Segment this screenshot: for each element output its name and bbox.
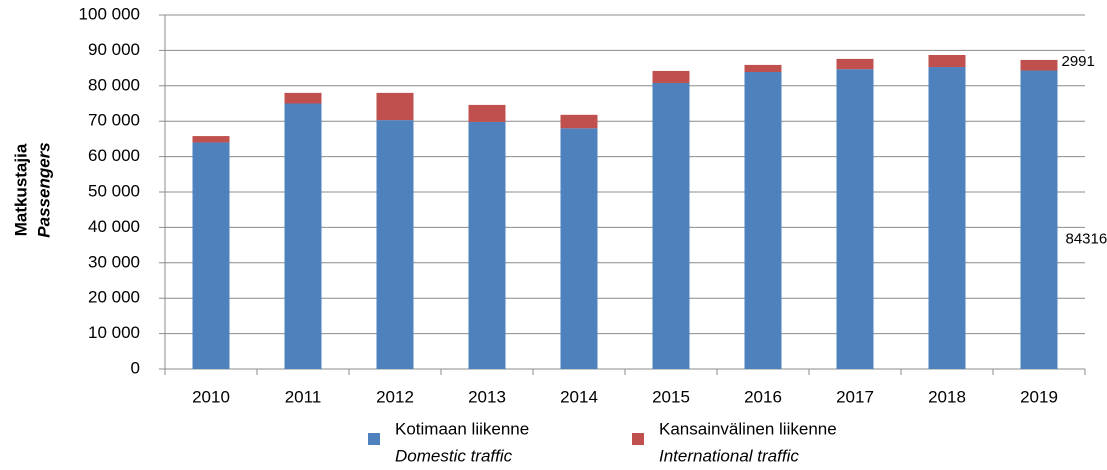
bar-segment [1020,70,1058,369]
bar-segment [284,103,322,369]
bar-segment [928,55,966,68]
x-tick-label: 2015 [652,387,690,406]
y-tick-label: 70 000 [88,111,140,130]
y-tick-label: 60 000 [88,146,140,165]
bar-segment [744,64,782,72]
bar-segment [928,67,966,370]
bar-segment [192,136,230,143]
y-tick-label: 50 000 [88,181,140,200]
legend-label: Kotimaan liikenne [395,419,529,438]
data-label: 2991 [1062,53,1095,70]
bar-segment [836,69,874,370]
y-tick-label: 0 [131,358,140,377]
bar-segment [652,70,690,83]
bar-segment [560,128,598,369]
legend-label-en: International traffic [659,446,799,465]
bar-segment [1020,59,1058,71]
x-tick-label: 2010 [192,387,230,406]
x-tick-label: 2016 [744,387,782,406]
y-axis-label-en: Passengers [34,142,53,237]
y-tick-label: 30 000 [88,252,140,271]
legend-label: Kansainvälinen liikenne [659,419,837,438]
bar-segment [192,142,230,369]
bar-segment [744,71,782,369]
x-tick-label: 2014 [560,387,598,406]
x-tick-label: 2019 [1020,387,1058,406]
data-label: 84316 [1066,231,1107,248]
y-tick-label: 10 000 [88,323,140,342]
legend-swatch [632,433,644,445]
bar-segment [560,114,598,129]
bar-segment [836,58,874,70]
y-tick-label: 100 000 [79,4,140,23]
y-tick-label: 40 000 [88,217,140,236]
bar-segment [468,104,506,122]
bar-segment [468,121,506,370]
legend-swatch [368,433,380,445]
x-tick-label: 2018 [928,387,966,406]
bar-segment [376,92,414,121]
legend-label-en: Domestic traffic [395,446,513,465]
bar-segment [284,92,322,104]
y-tick-label: 90 000 [88,40,140,59]
y-tick-label: 20 000 [88,288,140,307]
x-tick-label: 2013 [468,387,506,406]
x-tick-label: 2012 [376,387,414,406]
y-tick-label: 80 000 [88,75,140,94]
x-tick-label: 2011 [285,387,322,406]
bar-segment [376,120,414,369]
bar-segment [652,82,690,369]
y-axis-label: Matkustajia [11,143,30,236]
x-tick-label: 2017 [836,387,874,406]
